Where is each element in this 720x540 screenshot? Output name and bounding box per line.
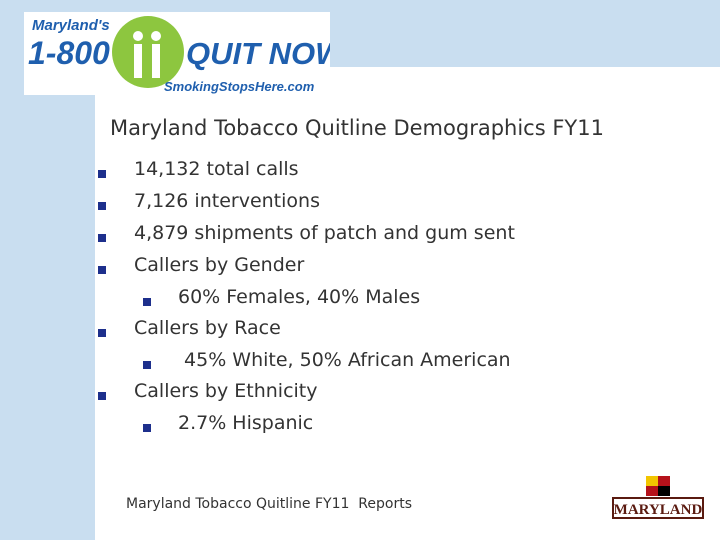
bullet-marker [98, 202, 106, 210]
sub-bullet-marker [143, 361, 151, 369]
sub-bullet-marker [143, 298, 151, 306]
bullet-text: 7,126 interventions [134, 190, 320, 212]
bullet-marker [98, 170, 106, 178]
bullet-marker [98, 329, 106, 337]
bullet-marker [98, 266, 106, 274]
logo-url: SmokingStopsHere.com [164, 79, 315, 94]
title: Maryland Tobacco Quitline Demographics F… [110, 116, 604, 140]
logo: Maryland's 1-800 QUIT NOW SmokingStopsHe… [24, 12, 330, 95]
sub-bullet-text: 45% White, 50% African American [178, 349, 511, 371]
logo-number: 1-800 [28, 35, 110, 71]
logo-top: Maryland's [32, 17, 110, 34]
seal-text: MARYLAND [614, 502, 703, 518]
sub-bullet-marker [143, 424, 151, 432]
footer: Maryland Tobacco Quitline FY11 Reports [126, 496, 413, 512]
bullet-text: Callers by Race [134, 317, 281, 339]
content-area [95, 67, 720, 540]
bullet-text: 14,132 total calls [134, 158, 299, 180]
bullet-marker [98, 234, 106, 242]
bullet-text: 4,879 shipments of patch and gum sent [134, 222, 515, 244]
sub-bullet-text: 2.7% Hispanic [178, 412, 314, 434]
logo-name: QUIT NOW [186, 36, 330, 71]
bullet-marker [98, 392, 106, 400]
bullet-text: Callers by Gender [134, 254, 305, 276]
sub-bullet-text: 60% Females, 40% Males [178, 286, 421, 308]
seal: MARYLAND [612, 476, 704, 519]
bullet-text: Callers by Ethnicity [134, 380, 318, 402]
